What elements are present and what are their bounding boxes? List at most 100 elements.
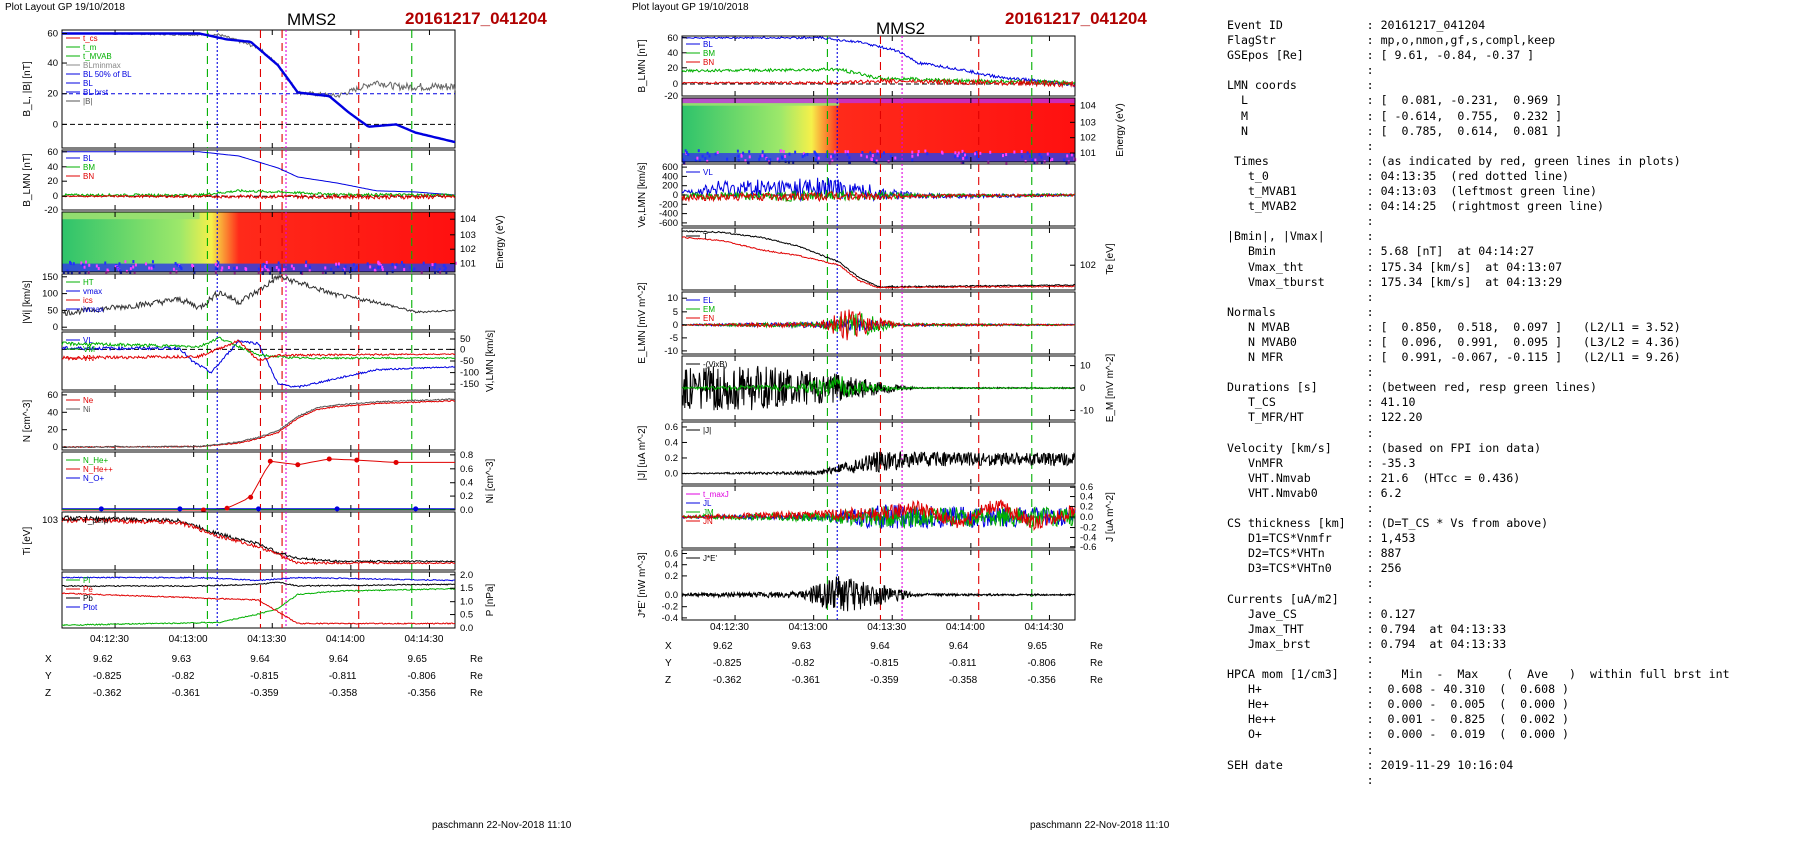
- middle-ytick-label: -5: [670, 333, 678, 344]
- summary-row: N MVAB0 : [ 0.096, 0.991, 0.095 ] (L3/L2…: [1227, 335, 1730, 350]
- middle-legend-label: T: [703, 232, 708, 241]
- left-legend-label: vmax: [83, 287, 102, 296]
- summary-row: :: [1227, 426, 1730, 441]
- left-legend-label: Pe: [83, 585, 93, 594]
- middle-spectrogram-speck: [957, 151, 960, 155]
- left-spectrogram-speck: [395, 263, 398, 267]
- middle-spectrogram-speck: [806, 152, 809, 156]
- left-spectrogram-speck: [191, 263, 194, 267]
- left-spectrogram-speck: [104, 261, 107, 265]
- middle-panel-spec: 104 103 102 101 Energy (eV): [681, 97, 1126, 165]
- left-ytick-label: 0.0: [460, 505, 473, 516]
- left-spectrogram-speck: [221, 266, 224, 270]
- summary-value: : 04:13:35 (red dotted line): [1366, 168, 1570, 183]
- left-spectrogram-speck: [277, 261, 280, 265]
- summary-key: T_CS: [1227, 395, 1367, 410]
- left-spectrogram-speck: [374, 269, 377, 273]
- left-orbit-value: -0.358: [328, 688, 358, 699]
- left-spectrogram-speck: [443, 268, 446, 272]
- summary-value: : [ 0.850, 0.518, 0.097 ] (L2/L1 = 3.52): [1366, 319, 1681, 334]
- left-data-point: [224, 505, 230, 511]
- left-spectrogram-speck: [275, 266, 278, 270]
- middle-spectrogram-speck: [911, 158, 914, 162]
- middle-spectrogram-speck: [965, 155, 968, 159]
- middle-spectrogram-speck: [763, 154, 766, 158]
- left-spectrogram-speck: [337, 265, 340, 269]
- middle-legend-label: BL: [703, 40, 713, 49]
- summary-value: : (based on FPI ion data): [1366, 440, 1542, 455]
- summary-value: : [ 0.081, -0.231, 0.969 ]: [1366, 93, 1563, 108]
- middle-ytick-label: -10: [1080, 405, 1094, 416]
- middle-ytick-label: 103: [1080, 117, 1096, 128]
- middle-spectrogram-speck: [1005, 161, 1008, 165]
- middle-ytick-label: 0.2: [1080, 501, 1093, 512]
- middle-spectrogram-speck: [742, 151, 745, 155]
- left-ytick-label: 0: [53, 191, 58, 202]
- summary-key: N MVAB0: [1227, 334, 1367, 349]
- middle-spectrogram-speck: [697, 149, 700, 153]
- middle-layout-label: Plot layout GP 19/10/2018: [632, 2, 749, 13]
- left-time-tick-label: 04:14:30: [404, 634, 444, 645]
- middle-panel-jabs: 0.6 0.4 0.2 0.0 |J| [uA m^-2] |J|: [637, 421, 1076, 485]
- middle-spectrogram-speck: [954, 155, 957, 159]
- summary-key: [1227, 576, 1367, 590]
- summary-value: :: [1366, 365, 1374, 380]
- left-orbit-row-label: X: [45, 654, 52, 665]
- left-data-point: [413, 506, 419, 512]
- middle-spectrogram-speck: [1051, 157, 1054, 161]
- left-ytick-label: 103: [42, 515, 58, 526]
- left-spectrogram-speck: [265, 260, 268, 264]
- summary-key: t_0: [1227, 168, 1367, 183]
- middle-ytick-label: 20: [667, 63, 678, 74]
- left-spectrogram-speck: [150, 266, 153, 270]
- left-spectrogram-speck: [355, 265, 358, 269]
- middle-spectrogram-speck: [737, 159, 740, 163]
- left-spectrogram-speck: [87, 271, 90, 275]
- middle-spectrogram-speck: [889, 154, 892, 158]
- left-spectrogram-speck: [305, 260, 308, 264]
- middle-spectrogram-speck: [761, 150, 764, 154]
- left-spectrogram-speck: [70, 271, 73, 275]
- summary-value: :: [1366, 772, 1374, 787]
- left-ytick-label: 40: [47, 162, 58, 173]
- middle-spectrogram-speck: [1046, 152, 1049, 156]
- left-trace-bm: [61, 188, 456, 198]
- left-legend-label: t_m: [83, 43, 97, 52]
- middle-spectrogram-speck: [1033, 161, 1036, 165]
- middle-legend-label: BM: [703, 49, 715, 58]
- summary-key: Event ID: [1227, 18, 1367, 32]
- left-data-point: [98, 506, 104, 512]
- summary-row: SEH date : 2019-11-29 10:16:04: [1227, 758, 1730, 773]
- middle-spectrogram-speck: [706, 151, 709, 155]
- left-spectrogram-speck: [129, 267, 132, 271]
- middle-spectrogram-speck: [846, 152, 849, 156]
- summary-key: Jmax_brst: [1227, 636, 1367, 651]
- left-ytick-label: 0.5: [460, 610, 473, 621]
- middle-time-tick-label: 04:14:30: [1024, 622, 1064, 633]
- middle-ytick-label: -0.2: [1080, 523, 1096, 534]
- summary-row: :: [1227, 576, 1730, 591]
- left-legend-label: BLminmax: [83, 61, 121, 70]
- left-ytick-label: 60: [47, 390, 58, 401]
- middle-spectrogram-lowband: [682, 153, 1075, 162]
- middle-ytick-label: 0.4: [665, 437, 678, 448]
- middle-ylabel: J*E' [nW m^-3]: [637, 552, 648, 618]
- summary-row: Jmax_brst : 0.794 at 04:13:33: [1227, 637, 1730, 652]
- summary-key: T_MFR/HT: [1227, 410, 1367, 425]
- summary-key: D2=TCS*VHTn: [1227, 546, 1367, 561]
- left-legend-label: Pb: [83, 594, 93, 603]
- middle-trace-em: [681, 313, 1076, 337]
- left-data-point: [334, 506, 340, 512]
- summary-row: Vmax_tburst : 175.34 [km/s] at 04:13:29: [1227, 275, 1730, 290]
- middle-ylabel: |J| [uA m^-2]: [637, 425, 648, 480]
- middle-spectrogram-speck: [964, 153, 967, 157]
- middle-spectrogram-speck: [911, 154, 914, 158]
- left-legend-label: N_O+: [83, 474, 104, 483]
- left-trace-pb: [62, 576, 456, 582]
- summary-value: : 0.001 - 0.825 ( 0.002 ): [1366, 712, 1570, 727]
- summary-row: CS thickness [km] : (D=T_CS * Vs from ab…: [1227, 516, 1730, 531]
- middle-spectrogram-magenta: [682, 98, 1075, 104]
- middle-trace-je: [681, 576, 1076, 612]
